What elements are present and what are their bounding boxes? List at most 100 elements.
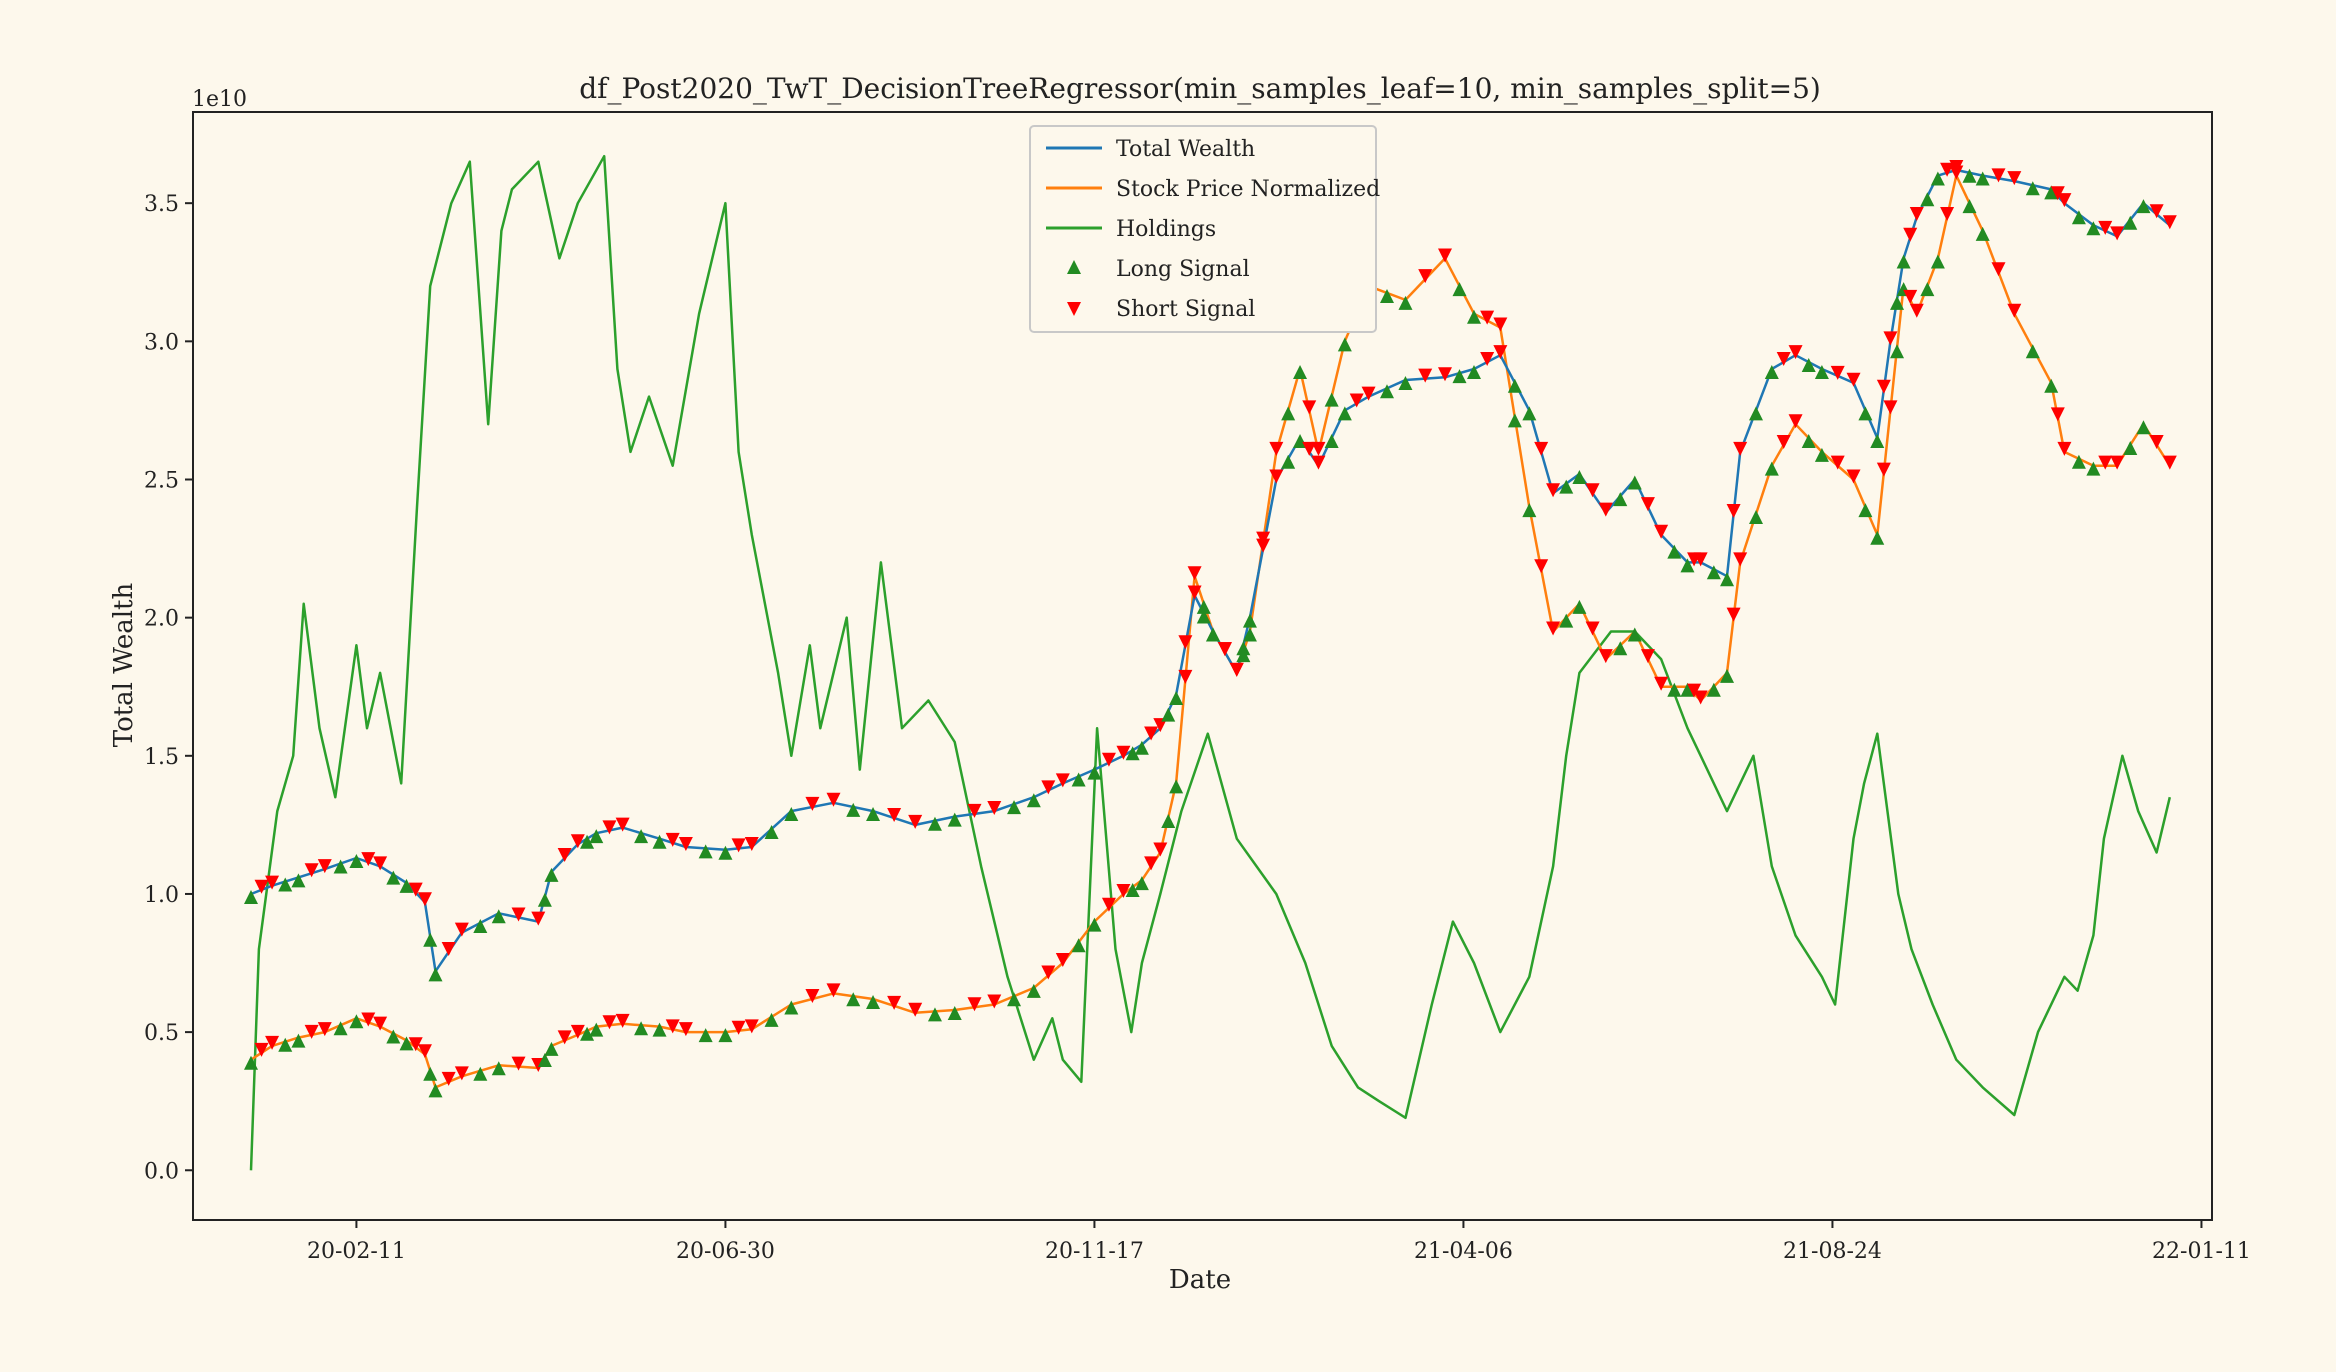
long-signal-marker [580,1026,595,1041]
long-signal-marker [1236,648,1251,663]
short-signal-marker [1846,469,1861,484]
short-signal-marker [1585,621,1600,636]
long-signal-marker [1398,376,1413,391]
short-signal-marker [1598,502,1613,517]
long-signal-marker [333,1021,348,1036]
long-signal-marker [784,1000,799,1015]
long-signal-marker [1572,599,1587,614]
short-signal-marker [1534,441,1549,456]
long-signal-marker [1242,613,1257,628]
long-signal-marker [491,1061,506,1076]
long-signal-marker [589,829,604,844]
short-signal-marker [1733,552,1748,567]
short-signal-marker [1153,842,1168,857]
short-signal-marker [441,1071,456,1086]
short-signal-marker [602,1015,617,1030]
short-signal-marker [1693,690,1708,705]
long-signal-marker [1870,434,1885,449]
legend-label: Holdings [1116,217,1216,242]
long-signal-marker [1627,475,1642,490]
y-tick-label: 1.5 [144,745,179,770]
short-signal-marker [454,922,469,937]
long-signal-marker [1749,510,1764,525]
long-signal-marker [2086,221,2101,236]
long-signal-marker [2136,199,2151,214]
long-signal-marker [1930,171,1945,186]
short-signal-marker [1178,669,1193,684]
long-signal-marker [1680,558,1695,573]
short-signal-marker [1903,227,1918,242]
long-signal-marker [1801,434,1816,449]
short-signal-marker [1437,248,1452,263]
long-signal-marker [1169,691,1184,706]
short-signal-marker [1418,368,1433,383]
long-signal-marker [1380,384,1395,399]
long-signal-marker [1920,192,1935,207]
short-signal-marker [1349,393,1364,408]
long-signal-marker [1814,447,1829,462]
short-signal-marker [1534,559,1549,574]
long-signal-marker [473,918,488,933]
long-signal-marker [1324,392,1339,407]
long-signal-marker [1293,434,1308,449]
short-signal-marker [602,820,617,835]
long-signal-marker [1169,779,1184,794]
long-signal-marker [2044,378,2059,393]
long-signal-marker [1007,992,1022,1007]
long-signal-marker [544,867,559,882]
legend-label: Long Signal [1116,257,1250,282]
long-signal-marker [386,1029,401,1044]
long-signal-marker [1627,627,1642,642]
long-signal-marker [1134,876,1149,891]
short-signal-marker [987,994,1002,1009]
y-tick-label: 3.0 [144,330,179,355]
long-signal-marker [1452,282,1467,297]
long-signal-marker [2123,440,2138,455]
short-signal-marker [373,856,388,871]
long-signal-marker [1398,295,1413,310]
long-signal-marker [1026,983,1041,998]
long-signal-marker [1613,492,1628,507]
short-signal-marker [1876,379,1891,394]
long-signal-marker [1281,406,1296,421]
short-signal-marker [1788,345,1803,360]
short-signal-marker [1726,504,1741,519]
x-tick-label: 21-08-24 [1783,1239,1882,1264]
y-offset-label: 1e10 [192,87,247,112]
short-signal-marker [1909,303,1924,318]
short-signal-marker [1480,310,1495,325]
long-signal-marker [243,889,258,904]
short-signal-marker [1776,434,1791,449]
long-signal-marker [291,873,306,888]
short-signal-marker [665,832,680,847]
chart-title: df_Post2020_TwT_DecisionTreeRegressor(mi… [579,72,1821,105]
long-signal-marker [1706,682,1721,697]
long-signal-marker [866,994,881,1009]
short-signal-marker [665,1019,680,1034]
long-signal-marker [1324,434,1339,449]
short-signal-marker [1876,462,1891,477]
long-signal-marker [1337,337,1352,352]
x-tick-label: 20-11-17 [1045,1239,1144,1264]
long-signal-marker [386,870,401,885]
long-signal-marker [1522,503,1537,518]
long-signal-marker [1890,344,1905,359]
short-signal-marker [317,1022,332,1037]
long-signal-marker [1858,406,1873,421]
long-signal-marker [589,1022,604,1037]
short-signal-marker [967,997,982,1012]
short-signal-marker [417,1044,432,1059]
long-signal-marker [1161,813,1176,828]
long-signal-marker [278,1037,293,1052]
long-signal-marker [652,1022,667,1037]
long-signal-marker [1507,413,1522,428]
long-signal-marker [1026,793,1041,808]
short-signal-marker [2007,171,2022,186]
y-tick-label: 0.5 [144,1021,179,1046]
long-signal-marker [784,807,799,822]
long-signal-marker [1161,707,1176,722]
long-signal-marker [698,844,713,859]
short-signal-marker [1302,400,1317,415]
short-signal-marker [1598,649,1613,664]
